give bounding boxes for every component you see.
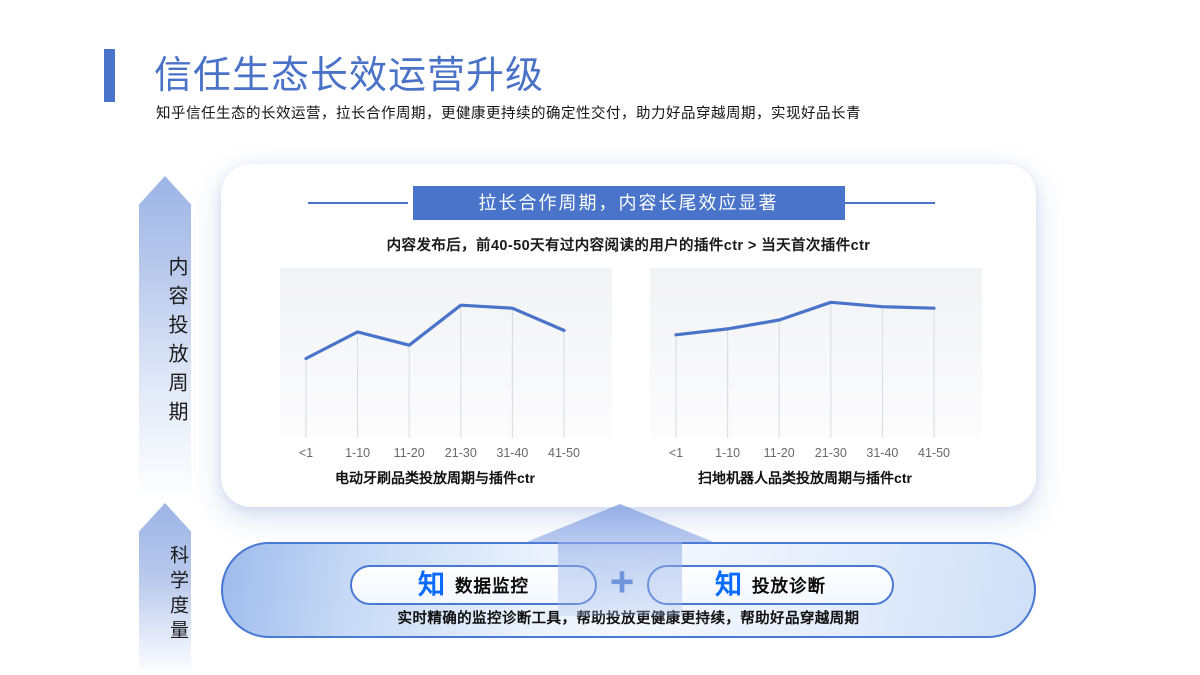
x-axis-ticks: <1 1-10 11-20 21-30 31-40 41-50 [650,446,982,464]
up-arrow-shape [139,503,191,671]
zhihu-logo-icon: 知 [715,569,742,600]
main-card: 拉长合作周期，内容长尾效应显著 内容发布后，前40-50天有过内容阅读的用户的插… [221,164,1036,507]
card-banner-title: 拉长合作周期，内容长尾效应显著 [412,186,845,220]
banner-line-left [308,202,408,204]
x-tick-label: 41-50 [548,446,580,460]
side-arrow-scientific-measure: 科学度量 [139,503,191,671]
x-tick-label: <1 [668,446,684,460]
x-tick-label: 1-10 [345,446,371,460]
x-tick-label: 21-30 [814,446,847,460]
card-statement: 内容发布后，前40-50天有过内容阅读的用户的插件ctr > 当天首次插件ctr [386,238,871,254]
side-arrow-label: 内容投放周期 [165,256,187,430]
up-arrow-shape [139,176,191,511]
side-arrow-content-cycle: 内容投放周期 [139,176,191,511]
chart-caption: 电动牙刷品类投放周期与插件ctr [335,470,535,486]
title-accent-bar [104,49,115,102]
tool-button-label: 投放诊断 [752,575,826,596]
side-arrow-label: 科学度量 [167,545,188,645]
chart-electric-toothbrush: <1 1-10 11-20 21-30 31-40 41-50 电动牙刷品类投放周期与插件… [280,268,612,490]
chart-caption: 扫地机器人品类投放周期与插件ctr [698,470,912,486]
x-tick-label: <1 [298,446,314,460]
x-tick-label: 21-30 [444,446,477,460]
page-title: 信任生态长效运营升级 [154,55,545,97]
line-plot [650,268,982,440]
page-subtitle: 知乎信任生态的长效运营，拉长合作周期，更健康更持续的确定性交付，助力好品穿越周期… [156,106,861,122]
tools-bar: 知 数据监控 + 知 投放诊断 实时精确的监控诊断工具，帮助投放更健康更持续，帮… [221,542,1036,638]
banner-line-right [835,202,935,204]
tool-button-label: 数据监控 [455,575,529,596]
x-tick-label: 11-20 [763,446,795,460]
x-axis-ticks: <1 1-10 11-20 21-30 31-40 41-50 [280,446,612,464]
x-tick-label: 31-40 [496,446,529,460]
tools-bar-caption: 实时精确的监控诊断工具，帮助投放更健康更持续，帮助好品穿越周期 [397,611,860,627]
x-tick-label: 11-20 [393,446,425,460]
x-tick-label: 31-40 [866,446,899,460]
x-tick-label: 41-50 [918,446,950,460]
chart-robot-vacuum: <1 1-10 11-20 21-30 31-40 41-50 扫地机器人品类投放周期与插… [650,268,982,490]
line-plot [280,268,612,440]
x-tick-label: 1-10 [715,446,741,460]
zhihu-logo-icon: 知 [418,569,445,600]
delivery-diagnosis-button[interactable]: 知 投放诊断 [647,565,894,605]
